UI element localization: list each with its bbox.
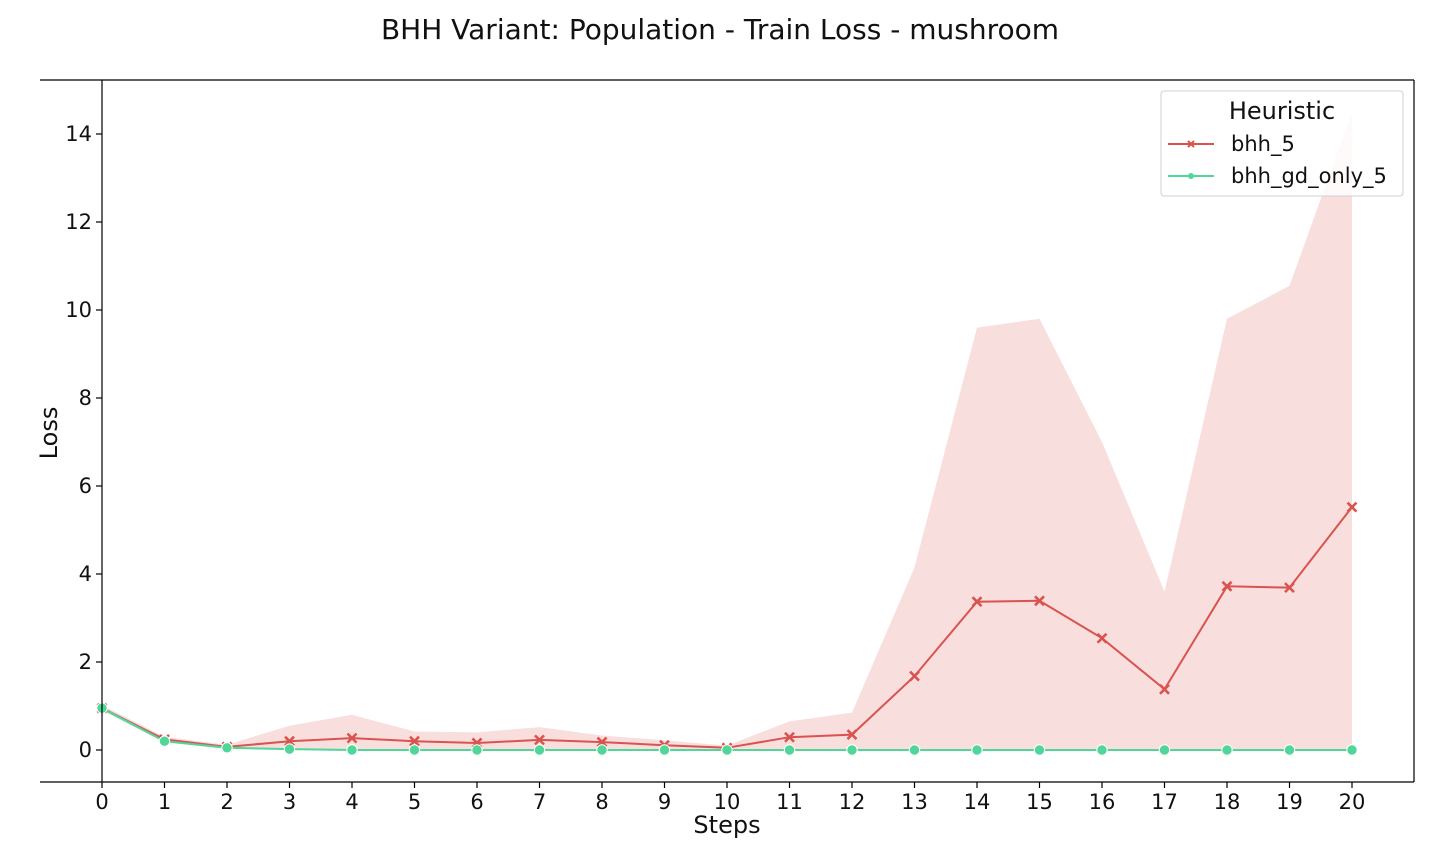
band-bhh_5 <box>102 112 1352 750</box>
x-tick-label-16: 16 <box>1089 790 1116 814</box>
point-bhh_gd_only_5-3 <box>283 743 296 755</box>
point-bhh_gd_only_5-19 <box>1283 744 1296 756</box>
point-mark <box>534 734 545 746</box>
point-mark <box>1221 580 1233 592</box>
point-bhh_5-19 <box>1284 582 1295 594</box>
point-bhh_gd_only_5-17 <box>1158 744 1171 756</box>
point-bhh_gd_only_5-10 <box>721 744 733 756</box>
x-axis-ticks: 0 1 2 3 4 5 6 7 8 9 10 11 12 13 14 15 16 17 18 19 20 <box>95 782 1365 814</box>
y-axis-label: Loss <box>35 407 63 460</box>
legend-marker-bhh_gd_only_5 <box>1188 173 1194 179</box>
point-bhh_gd_only_5-14 <box>971 744 983 756</box>
legend-label-bhh_gd_only_5: bhh_gd_only_5 <box>1231 164 1387 189</box>
x-tick-label-4: 4 <box>345 790 358 814</box>
chart-title: BHH Variant: Population - Train Loss - m… <box>381 13 1059 46</box>
point-bhh_5-20 <box>1346 501 1358 513</box>
point-bhh_gd_only_5-20 <box>1346 744 1358 756</box>
legend-marker-stroke <box>1187 140 1195 148</box>
legend-marker-dot <box>1188 173 1194 179</box>
point-bhh_5-11 <box>784 731 795 743</box>
point-mark <box>784 731 795 743</box>
point-bhh_gd_only_5-5 <box>408 744 421 756</box>
point-bhh_gd_only_5-6 <box>471 744 483 756</box>
y-tick-label-10: 10 <box>65 298 92 322</box>
point-bhh_gd_only_5-11 <box>783 744 796 756</box>
y-tick-label-6: 6 <box>79 474 92 498</box>
x-tick-label-20: 20 <box>1339 790 1366 814</box>
y-tick-label-8: 8 <box>79 386 92 410</box>
point-mark <box>846 729 858 741</box>
point-mark <box>1034 595 1045 607</box>
legend-title: Heuristic <box>1229 97 1335 125</box>
point-mark <box>909 670 920 682</box>
x-tick-label-17: 17 <box>1151 790 1178 814</box>
point-bhh_gd_only_5-1 <box>158 735 171 747</box>
x-tick-label-7: 7 <box>533 790 546 814</box>
x-tick-label-18: 18 <box>1214 790 1241 814</box>
x-tick-label-6: 6 <box>470 790 483 814</box>
point-mark <box>1096 632 1108 644</box>
x-tick-label-13: 13 <box>901 790 928 814</box>
point-mark <box>346 732 358 744</box>
x-tick-label-19: 19 <box>1276 790 1303 814</box>
point-bhh_5-7 <box>534 734 545 746</box>
point-mark <box>1284 582 1295 594</box>
axis-spines <box>40 79 1415 783</box>
point-bhh_gd_only_5-16 <box>1096 744 1108 756</box>
x-tick-label-11: 11 <box>776 790 803 814</box>
x-tick-label-8: 8 <box>595 790 608 814</box>
legend: Heuristic bhh_5 bhh_gd_only_5 <box>1160 90 1404 197</box>
point-bhh_gd_only_5-2 <box>221 742 233 754</box>
point-bhh_gd_only_5-15 <box>1033 744 1046 756</box>
point-mark <box>971 596 983 608</box>
point-mark <box>596 736 608 748</box>
x-tick-label-2: 2 <box>220 790 233 814</box>
point-bhh_gd_only_5-13 <box>908 744 921 756</box>
point-bhh_gd_only_5-8 <box>596 744 608 756</box>
legend-label-bhh_5: bhh_5 <box>1231 132 1295 157</box>
point-bhh_5-18 <box>1221 580 1233 592</box>
x-tick-label-3: 3 <box>283 790 296 814</box>
y-tick-label-2: 2 <box>79 650 92 674</box>
point-bhh_5-15 <box>1034 595 1045 607</box>
confidence-bands <box>102 112 1352 750</box>
point-mark <box>1159 683 1170 695</box>
point-mark <box>1346 501 1358 513</box>
point-bhh_5-5 <box>409 735 420 747</box>
y-tick-label-14: 14 <box>65 122 92 146</box>
point-bhh_5-8 <box>596 736 608 748</box>
point-mark <box>409 735 420 747</box>
x-tick-label-0: 0 <box>95 790 108 814</box>
point-bhh_gd_only_5-12 <box>846 744 858 756</box>
x-tick-label-12: 12 <box>839 790 866 814</box>
point-bhh_gd_only_5-7 <box>533 744 546 756</box>
point-bhh_gd_only_5-9 <box>658 744 671 756</box>
y-tick-label-12: 12 <box>65 210 92 234</box>
y-tick-label-0: 0 <box>79 738 92 762</box>
point-bhh_5-13 <box>909 670 920 682</box>
x-tick-label-5: 5 <box>408 790 421 814</box>
point-bhh_gd_only_5-18 <box>1221 744 1233 756</box>
point-bhh_5-3 <box>284 735 295 747</box>
point-bhh_5-12 <box>846 729 858 741</box>
x-tick-label-15: 15 <box>1026 790 1053 814</box>
y-axis-ticks: 0 2 4 6 8 10 12 14 <box>65 122 102 762</box>
point-mark <box>284 735 295 747</box>
legend-box <box>1160 90 1404 197</box>
point-bhh_gd_only_5-4 <box>346 744 358 756</box>
x-tick-label-1: 1 <box>158 790 171 814</box>
x-tick-label-14: 14 <box>964 790 991 814</box>
point-bhh_5-14 <box>971 596 983 608</box>
series-markers <box>96 501 1358 756</box>
point-bhh_5-16 <box>1096 632 1108 644</box>
point-bhh_5-4 <box>346 732 358 744</box>
x-axis-label: Steps <box>693 811 760 839</box>
x-tick-label-10: 10 <box>714 790 741 814</box>
legend-marker-bhh_5 <box>1187 140 1195 148</box>
y-tick-label-4: 4 <box>79 562 92 586</box>
point-bhh_5-17 <box>1159 683 1170 695</box>
x-tick-label-9: 9 <box>658 790 671 814</box>
